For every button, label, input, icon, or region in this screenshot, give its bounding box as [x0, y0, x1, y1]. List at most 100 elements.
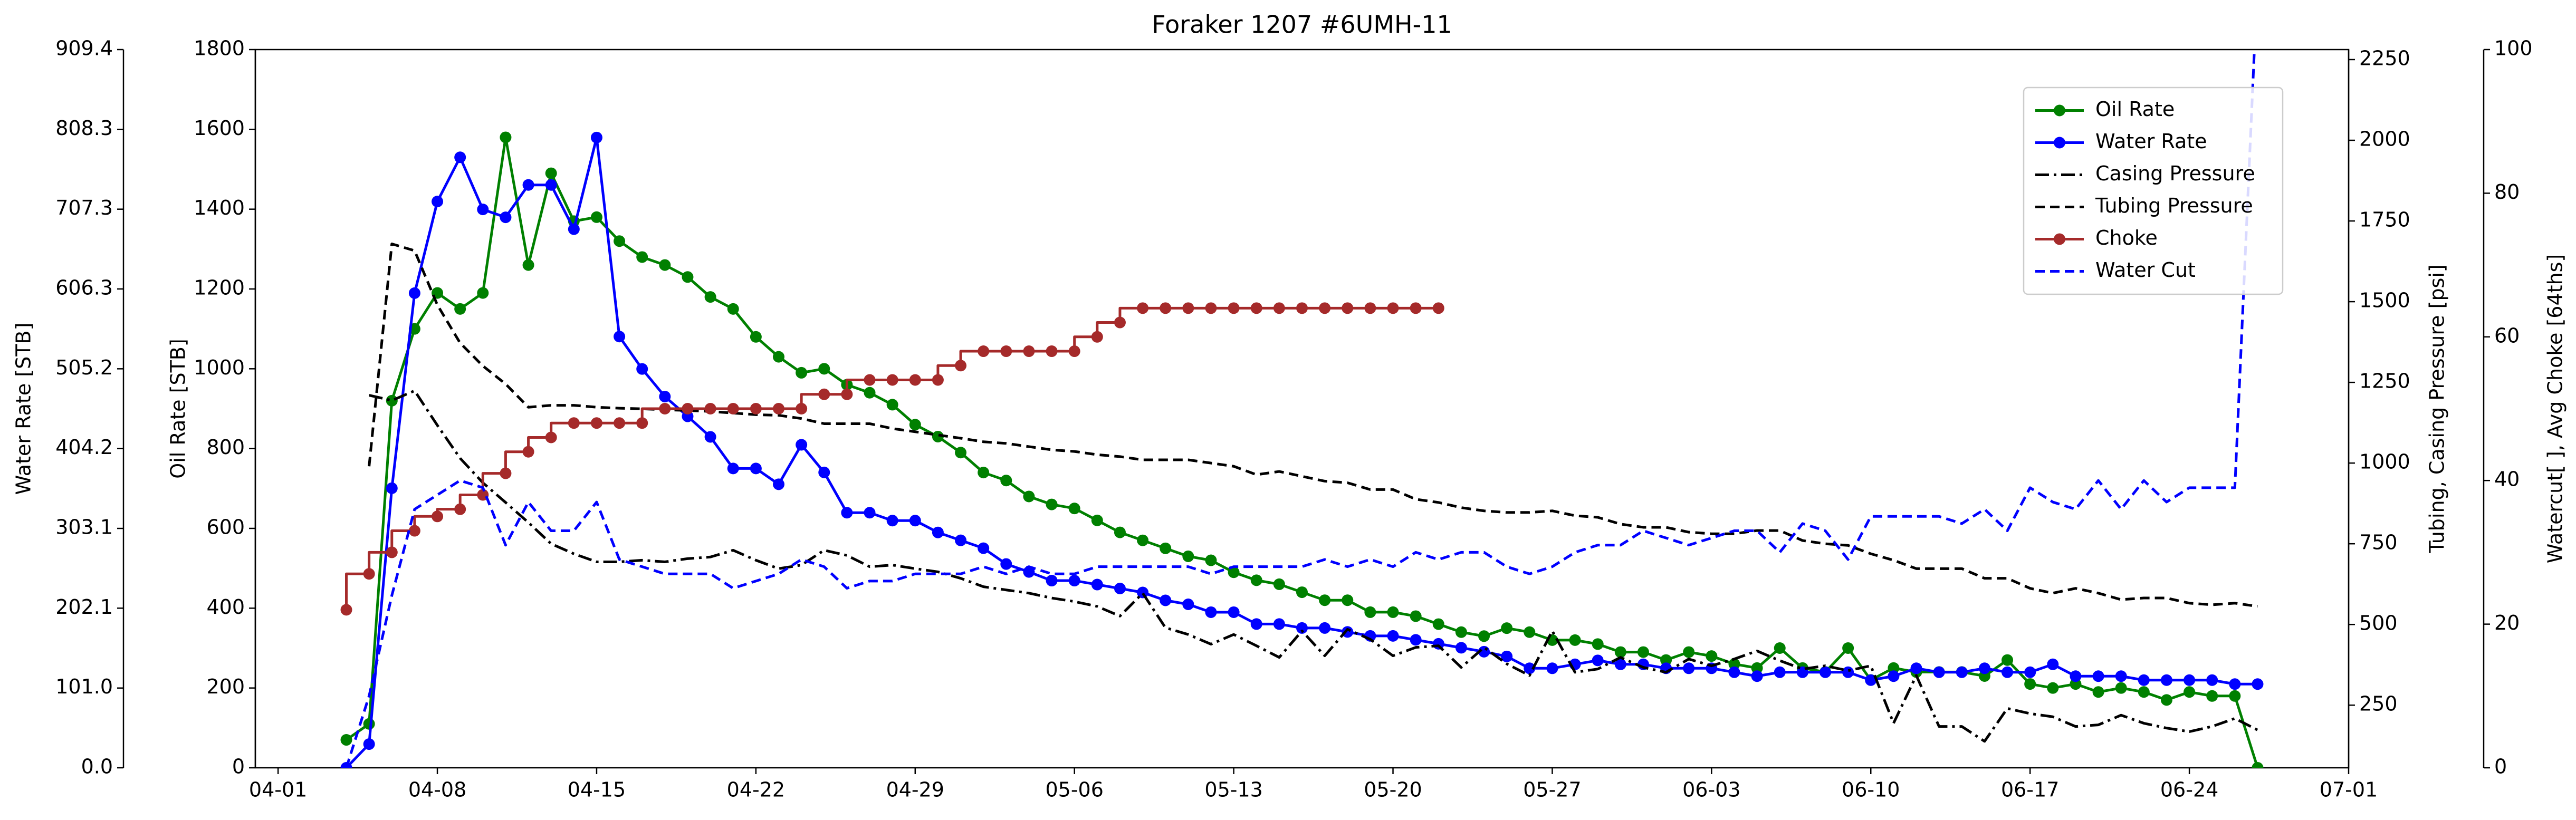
data-point [1546, 662, 1558, 674]
data-point [1205, 302, 1217, 314]
data-point [386, 482, 398, 494]
y-tick-label: 20 [2494, 611, 2520, 634]
data-point [909, 419, 921, 431]
data-point [2138, 674, 2150, 686]
y-axis-label: Watercut[ ], Avg Choke [64ths] [2544, 254, 2567, 563]
data-point [1091, 514, 1103, 526]
data-point [1432, 302, 1444, 314]
y-tick-label: 808.3 [55, 117, 113, 140]
data-point [886, 515, 898, 527]
data-point [363, 738, 375, 750]
data-point [2024, 678, 2036, 690]
data-point [1273, 618, 1285, 630]
data-point [750, 331, 762, 343]
legend-label: Oil Rate [2095, 98, 2175, 121]
y-axis-label: Tubing, Casing Pressure [psi] [2426, 264, 2449, 554]
series-line [345, 50, 2256, 768]
data-point [2002, 654, 2014, 666]
data-point [545, 167, 557, 179]
data-point [2229, 690, 2241, 702]
data-point [614, 235, 626, 247]
data-point [340, 604, 352, 616]
data-point [1250, 574, 1262, 586]
y-tick-label: 303.1 [55, 516, 113, 539]
data-point [1774, 666, 1786, 678]
data-point [590, 417, 602, 429]
data-point [1842, 666, 1854, 678]
data-point [1228, 302, 1240, 314]
data-point [1273, 578, 1285, 590]
data-point [500, 131, 512, 143]
y-tick-label: 100 [2494, 37, 2533, 60]
data-point [864, 387, 876, 399]
x-tick-label: 07-01 [2320, 778, 2378, 802]
data-point [1751, 662, 1763, 674]
data-point [1250, 302, 1262, 314]
data-point [932, 374, 944, 386]
y-tick-label: 500 [2359, 612, 2398, 635]
data-point [796, 366, 808, 379]
data-point [1319, 594, 1331, 606]
legend-label: Water Cut [2095, 258, 2196, 282]
y-tick-label: 101.0 [55, 675, 113, 698]
data-point [886, 399, 898, 411]
y-tick-label: 1250 [2359, 370, 2410, 393]
y-tick-label: 404.2 [55, 436, 113, 459]
y-tick-label: 1400 [194, 196, 245, 219]
data-point [1865, 674, 1877, 686]
data-point [1455, 626, 1467, 638]
data-point [955, 534, 967, 546]
legend-label: Water Rate [2095, 130, 2207, 153]
x-tick-label: 06-10 [1842, 778, 1900, 802]
legend-marker [2054, 104, 2065, 117]
data-point [590, 211, 602, 223]
data-point [522, 259, 534, 271]
data-point [1614, 658, 1626, 670]
data-point [1160, 302, 1172, 314]
data-point [614, 331, 626, 343]
data-point [750, 403, 762, 414]
chart-title: Foraker 1207 #6UMH-11 [1152, 11, 1452, 39]
data-point [1046, 575, 1058, 587]
data-point [1228, 606, 1240, 618]
data-point [1068, 503, 1080, 515]
data-point [2092, 670, 2104, 682]
data-point [727, 403, 739, 414]
data-point [590, 131, 602, 143]
y-tick-label: 2250 [2359, 46, 2410, 70]
data-point [909, 515, 921, 527]
data-point [1432, 618, 1444, 630]
y-tick-label: 0 [2494, 755, 2507, 778]
data-point [1319, 302, 1331, 314]
y-tick-label: 400 [206, 595, 245, 619]
series-line [369, 389, 2258, 743]
legend-marker [2054, 137, 2065, 149]
legend-label: Choke [2095, 226, 2158, 249]
series-line [345, 306, 1439, 610]
data-point [1592, 654, 1604, 667]
data-point [659, 391, 671, 403]
data-point [1137, 302, 1149, 314]
data-point [659, 403, 671, 414]
data-point [2229, 678, 2241, 690]
data-point [1387, 606, 1399, 618]
y-tick-label: 0 [232, 755, 245, 778]
data-point [955, 447, 967, 459]
data-point [1023, 566, 1035, 578]
data-point [1068, 575, 1080, 587]
data-point [773, 351, 784, 363]
data-point [1455, 642, 1467, 654]
y-tick-label: 1000 [194, 356, 245, 379]
data-point [1410, 634, 1422, 646]
data-point [841, 388, 853, 400]
series-line [368, 243, 2258, 608]
data-point [2115, 682, 2127, 694]
data-point [909, 374, 921, 386]
data-point [2184, 686, 2196, 698]
data-point [2092, 686, 2104, 698]
data-point [1205, 606, 1217, 618]
data-point [978, 467, 990, 479]
y-tick-label: 80 [2494, 180, 2520, 204]
data-point [2184, 674, 2196, 686]
data-point [568, 223, 580, 235]
